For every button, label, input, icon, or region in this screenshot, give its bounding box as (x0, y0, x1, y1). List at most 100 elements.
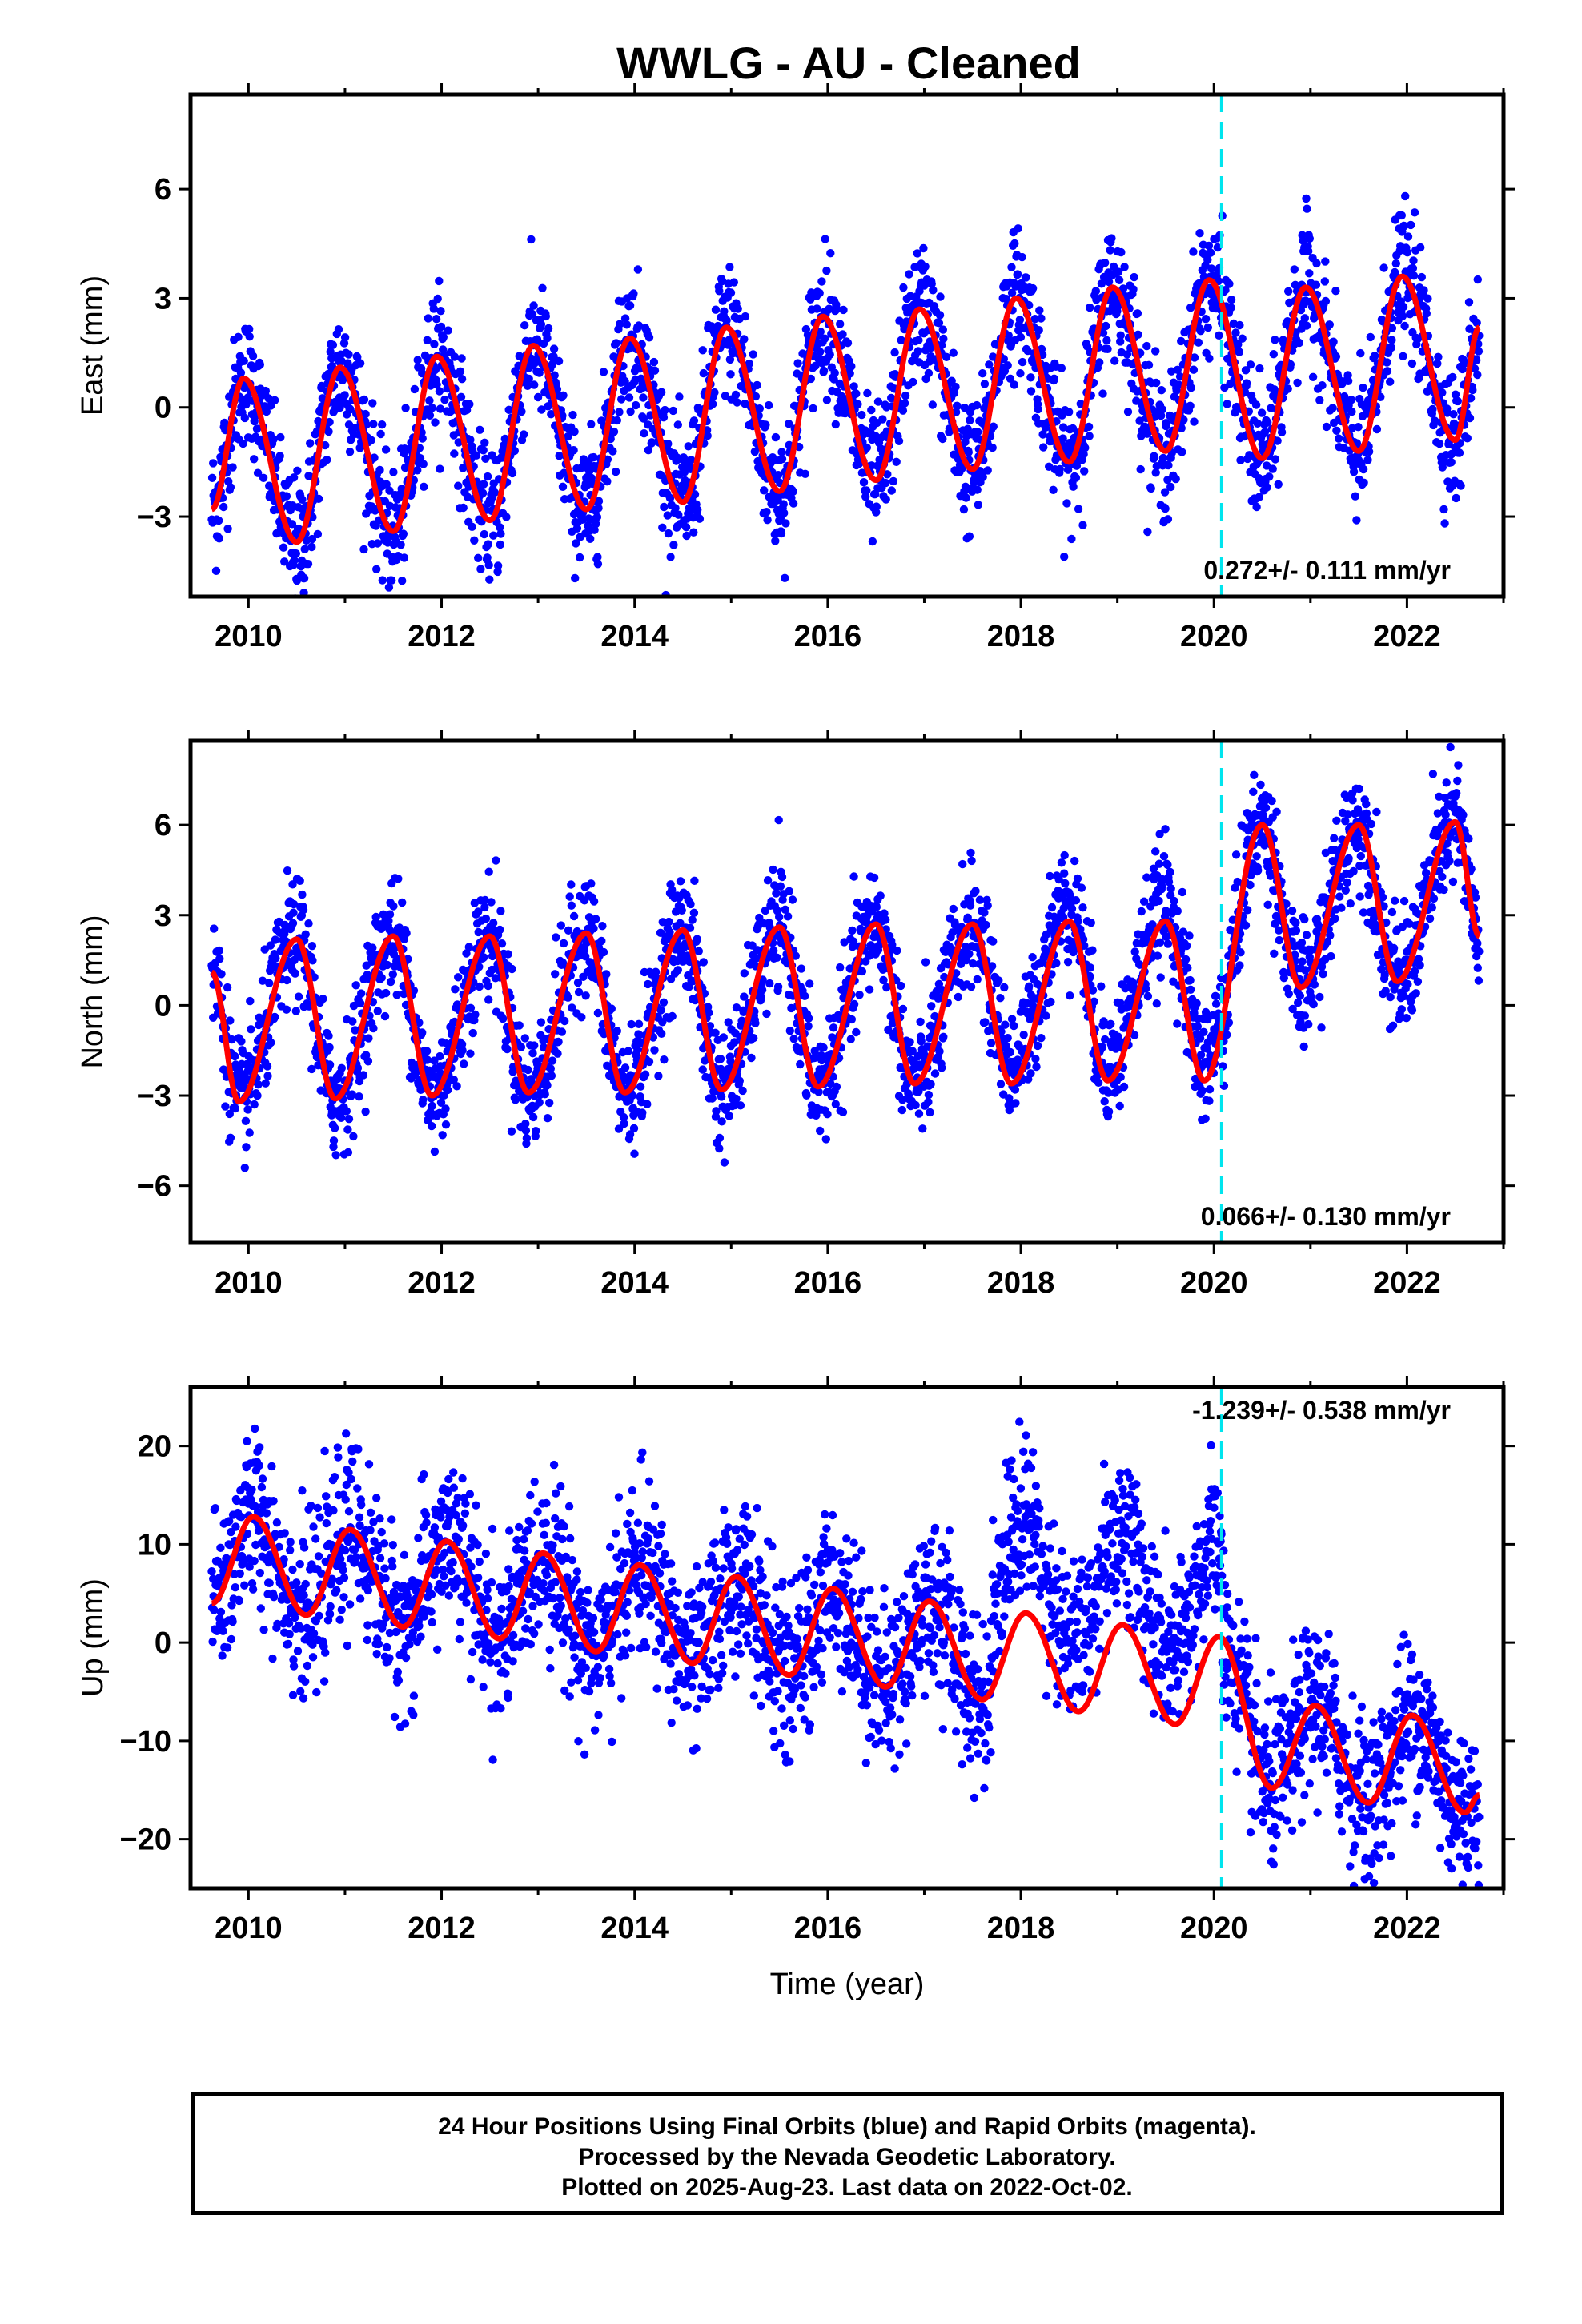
data-point (466, 1049, 475, 1058)
data-point (882, 983, 891, 992)
data-point (529, 301, 538, 310)
data-point (493, 561, 503, 570)
data-point (594, 497, 604, 505)
data-point (777, 529, 786, 538)
data-point (430, 1147, 440, 1156)
data-point (410, 384, 420, 394)
data-point (1407, 220, 1415, 230)
data-point (242, 1143, 251, 1152)
data-point (1386, 377, 1395, 386)
data-point (630, 1149, 639, 1158)
data-point (572, 539, 580, 548)
data-point (471, 1010, 480, 1019)
data-point (247, 1025, 255, 1034)
data-point (927, 1002, 936, 1011)
data-point (324, 1031, 333, 1040)
data-point (435, 387, 444, 396)
data-point (1035, 306, 1044, 315)
data-point (789, 1035, 798, 1043)
data-point (689, 416, 699, 425)
data-point (1067, 534, 1076, 544)
figure-title: WWLG - AU - Cleaned (616, 38, 1081, 88)
data-point (1398, 312, 1407, 320)
data-point (862, 443, 872, 452)
data-point (1302, 194, 1311, 203)
model-line (210, 273, 1482, 545)
data-point (381, 988, 391, 998)
data-point (1086, 919, 1096, 927)
data-point (370, 453, 379, 462)
data-point (657, 1029, 666, 1039)
data-point (777, 872, 787, 882)
data-point (289, 899, 299, 909)
data-point (515, 1021, 524, 1030)
x-tick-label: 2010 (215, 620, 283, 653)
data-point (359, 395, 369, 404)
data-point (492, 856, 500, 865)
data-point (1293, 378, 1302, 388)
data-point (817, 277, 826, 286)
data-point (690, 876, 699, 886)
data-point (307, 1064, 316, 1074)
data-point (1447, 458, 1456, 467)
data-point (1252, 502, 1261, 512)
data-point (398, 898, 407, 907)
data-point (1186, 401, 1195, 410)
data-point (581, 991, 590, 1000)
data-point (1305, 234, 1315, 243)
data-point (822, 396, 832, 404)
data-point (725, 1112, 733, 1120)
data-point (592, 513, 602, 521)
data-point (755, 404, 764, 413)
data-point (651, 967, 661, 976)
data-point (989, 937, 998, 946)
data-point (436, 464, 444, 473)
data-points (207, 191, 1484, 597)
data-point (1304, 247, 1313, 255)
data-point (897, 336, 905, 344)
data-point (1262, 461, 1271, 470)
data-point (811, 361, 820, 371)
data-point (1274, 480, 1283, 489)
data-point (246, 996, 255, 1006)
data-point (871, 432, 880, 440)
data-point (1078, 903, 1087, 912)
data-point (1273, 436, 1282, 445)
data-point (1468, 385, 1477, 395)
data-point (459, 464, 468, 472)
data-point (1263, 418, 1272, 427)
data-point (821, 235, 829, 243)
data-point (761, 420, 770, 429)
data-point (1203, 255, 1212, 264)
data-point (280, 557, 289, 566)
data-point (830, 368, 839, 377)
data-point (624, 393, 634, 402)
data-point (1095, 358, 1104, 367)
data-point (313, 529, 323, 539)
data-point (1136, 464, 1145, 474)
x-tick-label: 2022 (1373, 620, 1441, 653)
data-point (722, 316, 731, 325)
data-point (593, 553, 602, 561)
data-point (328, 340, 338, 349)
data-point (1455, 448, 1464, 457)
data-point (781, 519, 790, 528)
data-point (1022, 273, 1030, 282)
data-point (1383, 367, 1392, 376)
data-point (740, 969, 749, 978)
data-point (307, 542, 316, 552)
data-point (603, 455, 612, 464)
data-point (325, 1060, 335, 1069)
data-point (306, 439, 315, 448)
data-point (765, 979, 774, 988)
data-point (958, 859, 967, 869)
data-point (780, 509, 789, 517)
data-point (528, 310, 537, 319)
data-point (1311, 280, 1321, 289)
data-point (1026, 1069, 1035, 1078)
data-point (346, 405, 355, 414)
data-point (259, 473, 268, 482)
data-point (747, 1053, 756, 1063)
data-point (398, 577, 407, 585)
data-point (913, 347, 923, 356)
